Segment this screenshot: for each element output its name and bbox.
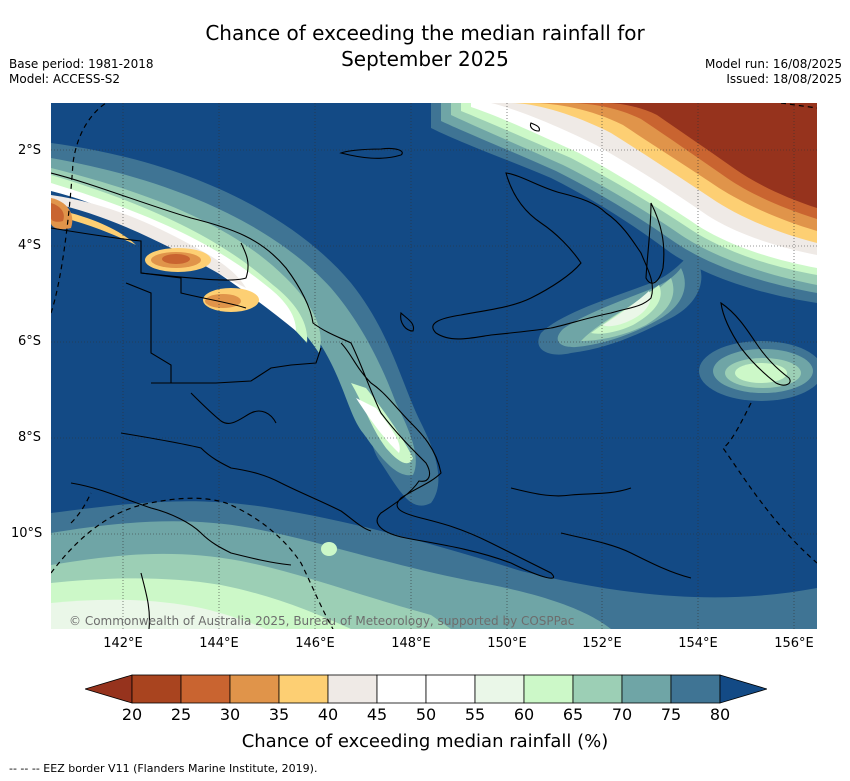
colorbar-cell: [425, 674, 476, 704]
colorbar-tick-label: 20: [121, 705, 143, 724]
lon-label-146e: 146°E: [295, 636, 335, 651]
lon-label-144e: 144°E: [199, 636, 239, 651]
colorbar-cell: [278, 674, 329, 704]
colorbar-cell: [572, 674, 623, 704]
colorbar-tick-label: 55: [464, 705, 486, 724]
colorbar-tick-label: 60: [513, 705, 535, 724]
colorbar-cell: [327, 674, 378, 704]
lon-label-148e: 148°E: [391, 636, 431, 651]
shade-70-nw: [51, 158, 416, 476]
lon-label-152e: 152°E: [582, 636, 622, 651]
shade-60-spot: [321, 542, 337, 556]
shade-55-south: [51, 599, 266, 629]
base-period: Base period: 1981-2018: [9, 57, 154, 71]
graticule: [51, 103, 817, 629]
map-title: Chance of exceeding the median rainfall …: [0, 20, 850, 72]
title-line-2: September 2025: [341, 47, 509, 71]
shade-50-ridge: [356, 398, 400, 453]
colorbar-cell: [229, 674, 280, 704]
shade-25-blob-a: [162, 254, 190, 264]
eez-borders: [51, 103, 817, 629]
shade-30-blob-b: [205, 294, 241, 308]
colorbar-cell: [621, 674, 672, 704]
lon-label-150e: 150°E: [487, 636, 527, 651]
colorbar-tick-label: 35: [268, 705, 290, 724]
issued-date: Issued: 18/08/2025: [726, 72, 842, 86]
shade-20-ne: [601, 103, 817, 208]
lat-label-2s: 2°S: [18, 143, 42, 158]
colorbar-tick-label: 80: [709, 705, 731, 724]
lat-label-8s: 8°S: [18, 430, 42, 445]
colorbar-cell: [523, 674, 574, 704]
shade-60-east: [735, 363, 787, 383]
shade-35-nw: [51, 208, 136, 245]
coastlines: [51, 122, 791, 629]
colorbar: [85, 674, 767, 704]
colorbar-cell: [180, 674, 231, 704]
lon-label-142e: 142°E: [103, 636, 143, 651]
colorbar-tick-label: 25: [170, 705, 192, 724]
lat-label-10s: 10°S: [11, 526, 43, 541]
colorbar-tick-label: 45: [366, 705, 388, 724]
eez-footnote: -- -- -- EEZ border V11 (Flanders Marine…: [9, 762, 318, 775]
rainfall-map: [51, 103, 817, 629]
shade-50-nw: [51, 183, 296, 331]
colorbar-cell: [376, 674, 427, 704]
colorbar-tick-label: 75: [660, 705, 682, 724]
colorbar-cell: [474, 674, 525, 704]
colorbar-tick-label: 65: [562, 705, 584, 724]
colorbar-under-triangle: [85, 674, 133, 704]
colorbar-tick-label: 50: [415, 705, 437, 724]
colorbar-cell: [670, 674, 721, 704]
colorbar-tick-label: 40: [317, 705, 339, 724]
colorbar-label: Chance of exceeding median rainfall (%): [241, 731, 609, 752]
shade-25-nw: [51, 203, 64, 222]
meta-right: Model run: 16/08/2025 Issued: 18/08/2025: [705, 57, 842, 87]
copyright-notice: © Commonwealth of Australia 2025, Bureau…: [69, 614, 575, 628]
title-line-1: Chance of exceeding the median rainfall …: [205, 21, 645, 45]
model-run: Model run: 16/08/2025: [704, 57, 842, 71]
meta-left: Base period: 1981-2018 Model: ACCESS-S2: [9, 57, 154, 87]
shade-45-nw: [51, 195, 246, 288]
lat-label-6s: 6°S: [18, 334, 42, 349]
colorbar-cell: [131, 674, 182, 704]
shade-70-tongue: [557, 268, 685, 348]
colorbar-over-triangle: [719, 674, 767, 704]
colorbar-tick-label: 70: [611, 705, 633, 724]
colorbar-cells: [85, 674, 767, 704]
model-name: Model: ACCESS-S2: [9, 72, 121, 86]
lon-label-154e: 154°E: [678, 636, 718, 651]
lon-label-156e: 156°E: [774, 636, 814, 651]
map-svg: [51, 103, 817, 629]
lat-label-4s: 4°S: [18, 238, 42, 253]
shade-55-tongue: [603, 291, 651, 327]
colorbar-tick-label: 30: [219, 705, 241, 724]
